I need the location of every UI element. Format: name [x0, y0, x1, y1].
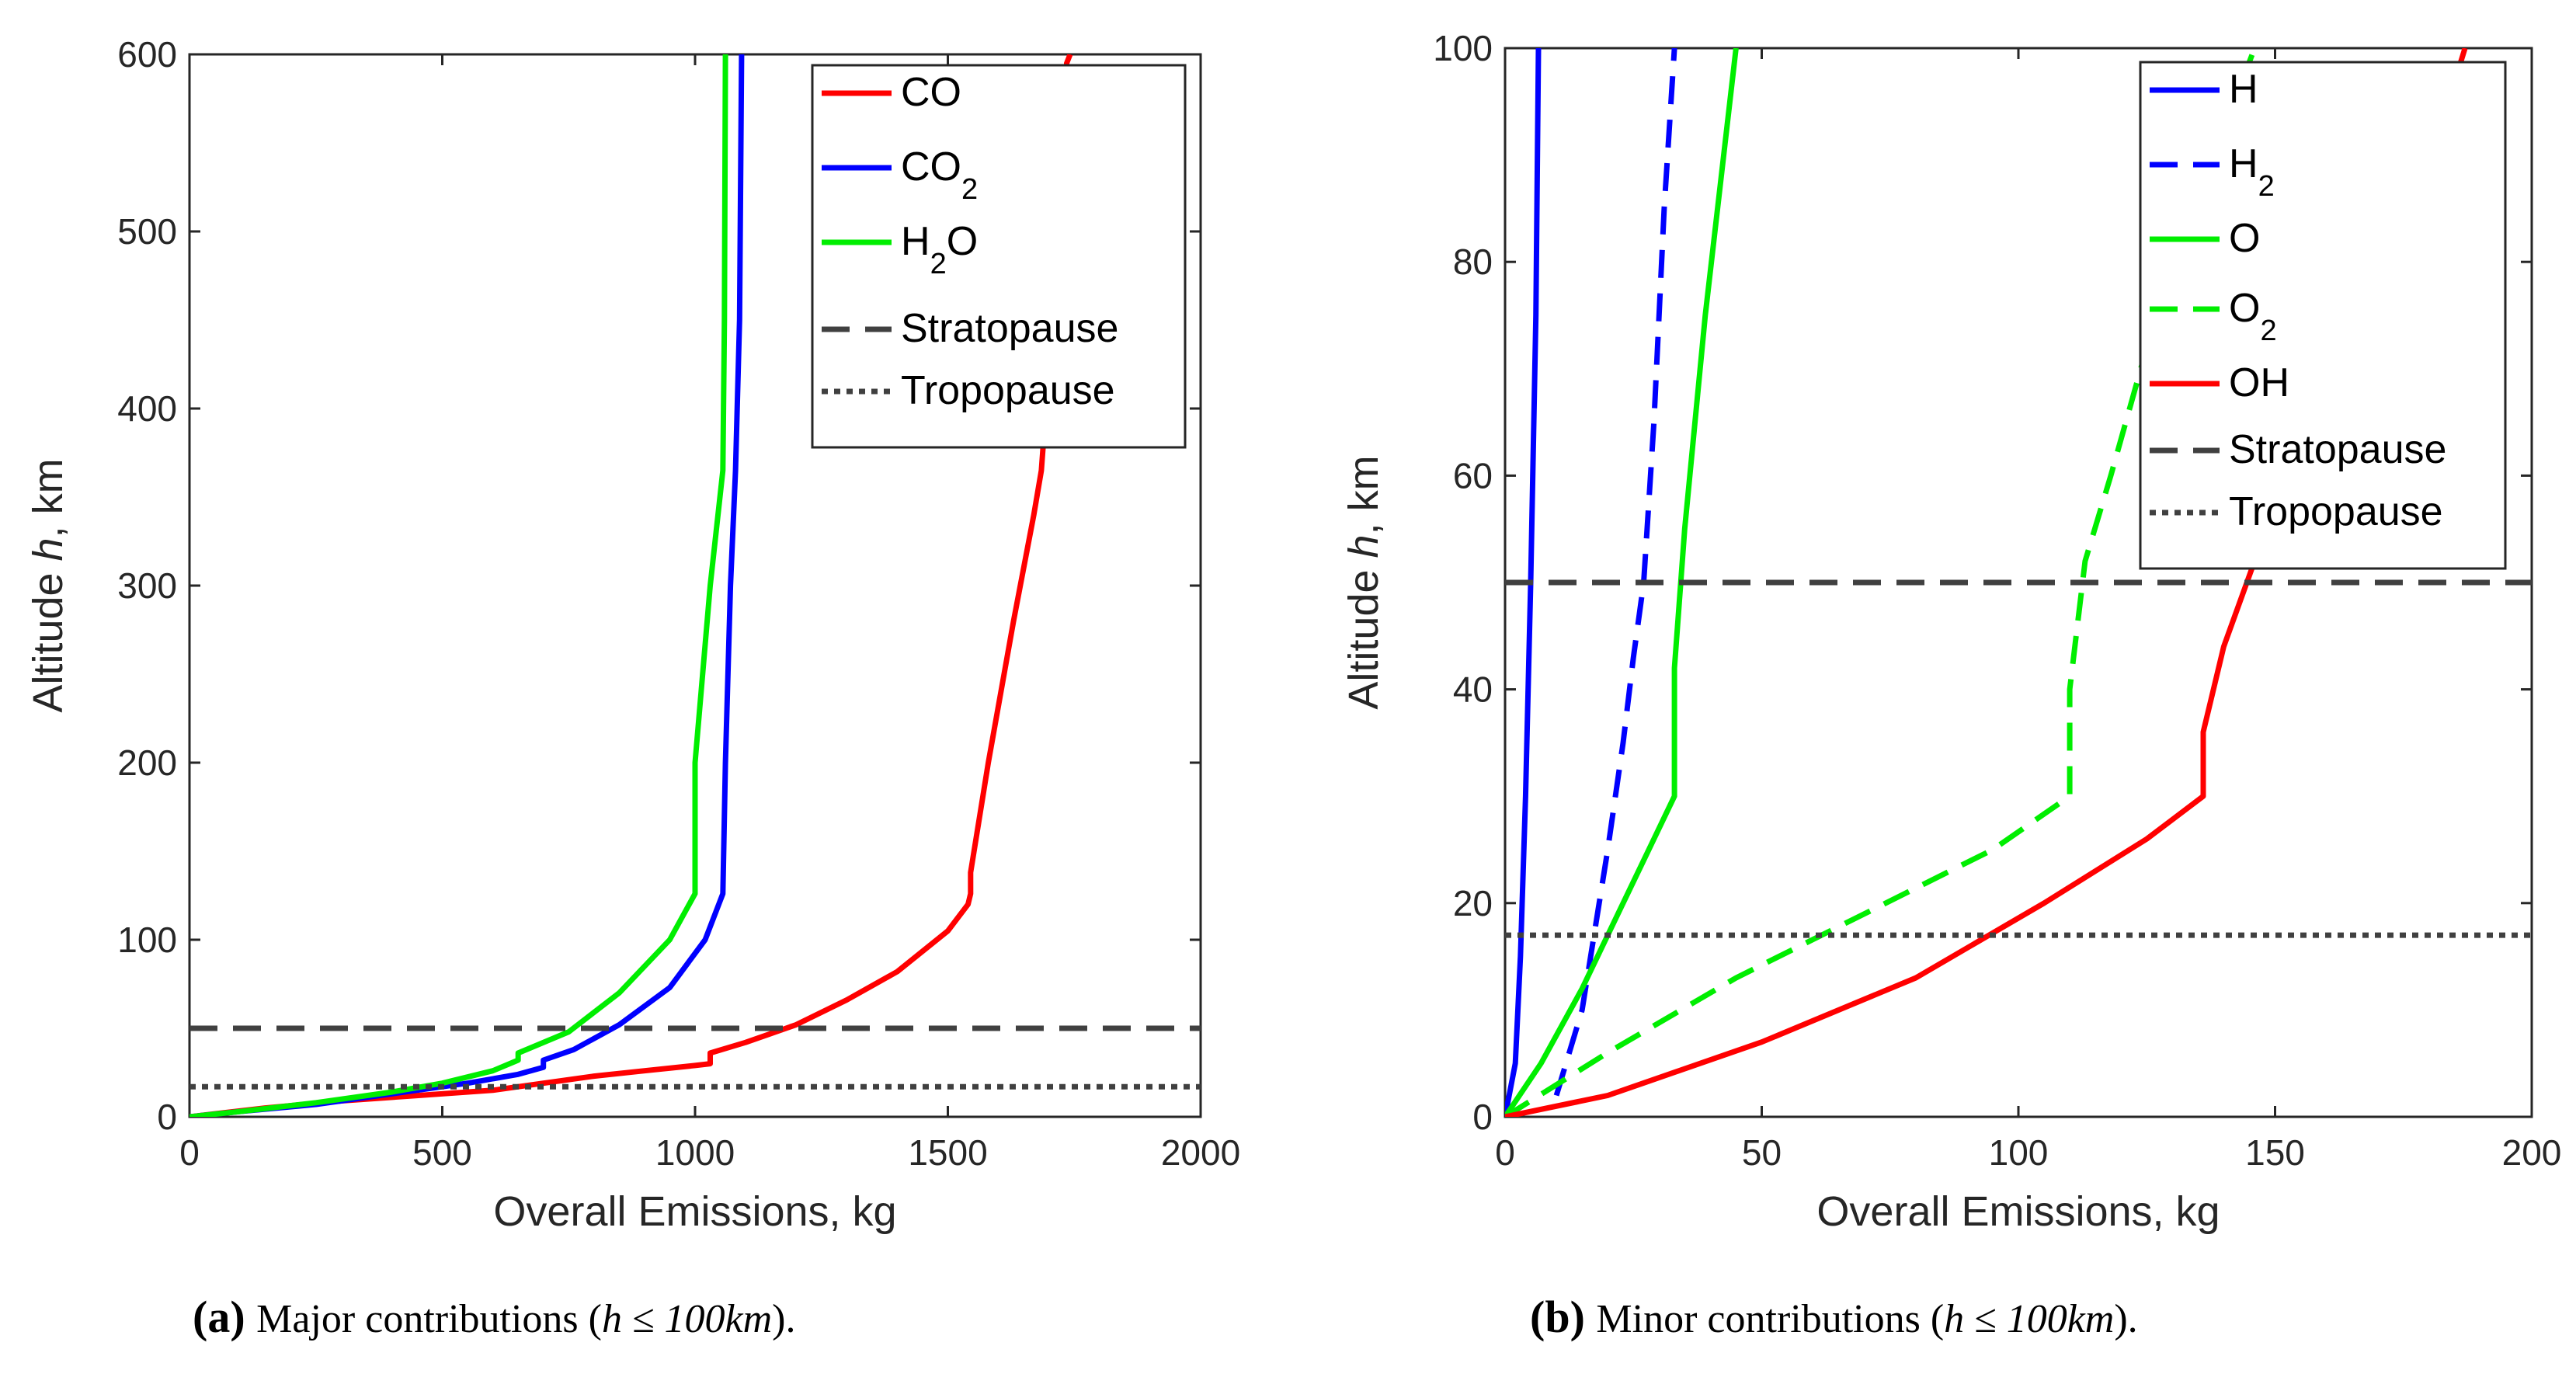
x-tick-label: 0	[179, 1132, 200, 1173]
legend-entry-name: O	[2229, 286, 2260, 331]
legend-entry: Tropopause	[2229, 489, 2443, 534]
series-line-co	[189, 54, 1073, 1117]
legend-entry: CO2	[901, 144, 978, 206]
y-axis-label-prefix: Altitude	[1340, 558, 1387, 709]
series-line-h-2-o	[189, 54, 728, 1117]
y-axis-label: Altitude h, km	[25, 458, 71, 712]
y-axis-label-suffix: , km	[25, 458, 71, 537]
legend-entry-subscript: 2	[930, 248, 947, 280]
y-tick-label: 60	[1453, 455, 1493, 496]
chart-panel-b: 0 50 100 150 200 0 20 40 60 80 100 Overall Emission…	[1340, 28, 2561, 1342]
y-axis-label-prefix: Altitude	[25, 561, 71, 712]
series-line-h-2-dashed	[1553, 48, 1677, 1097]
y-tick-label: 0	[1472, 1097, 1493, 1137]
caption-end: ).	[772, 1297, 795, 1341]
x-tick-label: 50	[1742, 1132, 1782, 1173]
x-axis-label: Overall Emissions, kg	[493, 1188, 896, 1235]
legend-entry: Stratopause	[901, 306, 1118, 351]
legend-entry-name: OH	[2229, 360, 2289, 405]
caption-math: h ≤ 100km	[602, 1297, 772, 1341]
y-tick-label: 20	[1453, 883, 1493, 923]
series-line-o	[1505, 48, 1739, 1117]
y-axis-label-suffix: , km	[1340, 455, 1387, 534]
legend-entry: CO	[901, 70, 961, 115]
caption-text: Minor contributions (	[1596, 1297, 1944, 1341]
legend-entry-name: Stratopause	[2229, 427, 2446, 472]
x-tick-label: 2000	[1161, 1132, 1240, 1173]
legend-entry-name: H	[901, 219, 930, 264]
legend-entry: H2O	[901, 219, 978, 280]
x-tick-label: 1500	[908, 1132, 987, 1173]
legend-entry: H	[2229, 67, 2258, 112]
x-tick-label: 150	[2245, 1132, 2305, 1173]
legend-box-a	[811, 64, 1187, 449]
y-tick-label: 500	[117, 211, 177, 252]
legend-entry-name: H	[2229, 141, 2258, 186]
caption-math: h ≤ 100km	[1944, 1297, 2114, 1341]
legend-entry: O	[2229, 216, 2260, 261]
y-axis-label-var: h	[25, 537, 71, 561]
caption-paren-close: )	[230, 1292, 256, 1342]
x-tick-label: 500	[412, 1132, 472, 1173]
y-tick-label: 200	[117, 742, 177, 783]
y-tick-label: 400	[117, 388, 177, 429]
legend-entry-name: Stratopause	[901, 306, 1118, 351]
x-tick-label: 1000	[655, 1132, 735, 1173]
legend-entry-name: Tropopause	[2229, 489, 2443, 534]
y-axis-label-var: h	[1340, 534, 1387, 558]
y-tick-label: 600	[117, 34, 177, 75]
caption-letter: a	[207, 1292, 230, 1342]
y-tick-label: 0	[157, 1097, 177, 1137]
figure-caption-b: (b) Minor contributions (h ≤ 100km).	[1530, 1292, 2138, 1342]
series-line-h	[1505, 48, 1542, 1117]
y-tick-label: 100	[1433, 28, 1493, 68]
caption-text: Major contributions (	[256, 1297, 602, 1341]
legend-entry-name-after: O	[947, 219, 978, 264]
figure-caption-a: (a) Major contributions (h ≤ 100km).	[193, 1292, 795, 1342]
legend-entry-name: O	[2229, 216, 2260, 261]
y-axis-label: Altitude h, km	[1340, 455, 1387, 709]
legend-box-b	[2139, 61, 2507, 570]
legend-entry: OH	[2229, 360, 2289, 405]
y-tick-label: 40	[1453, 669, 1493, 710]
caption-letter: b	[1545, 1292, 1570, 1342]
legend-entry-subscript: 2	[2258, 170, 2275, 203]
legend-entry: O2	[2229, 286, 2277, 347]
legend-entry-name: H	[2229, 67, 2258, 112]
y-tick-label: 300	[117, 565, 177, 606]
y-tick-label: 80	[1453, 242, 1493, 282]
legend-entry: H2	[2229, 141, 2275, 203]
x-tick-label: 0	[1495, 1132, 1515, 1173]
x-axis-label: Overall Emissions, kg	[1816, 1188, 2220, 1235]
legend-entry: Tropopause	[901, 368, 1115, 413]
caption-end: ).	[2114, 1297, 2137, 1341]
legend-entry-name: Tropopause	[901, 368, 1115, 413]
caption-paren-close: )	[1570, 1292, 1597, 1342]
x-tick-label: 100	[1989, 1132, 2049, 1173]
legend-entry-subscript: 2	[2260, 315, 2276, 347]
x-tick-label: 200	[2502, 1132, 2562, 1173]
y-tick-label: 100	[117, 920, 177, 960]
caption-paren-open: (	[193, 1292, 207, 1342]
legend-entry-name: CO	[901, 70, 961, 115]
series-line-co-2	[189, 54, 745, 1117]
chart-panel-a: 0 500 1000 1500 2000 0 100 200 300 400 500 600 Overa…	[25, 34, 1240, 1342]
caption-paren-open: (	[1530, 1292, 1545, 1342]
legend-entry: Stratopause	[2229, 427, 2446, 472]
legend-entry-name: CO	[901, 144, 961, 190]
legend-entry-subscript: 2	[961, 173, 978, 206]
